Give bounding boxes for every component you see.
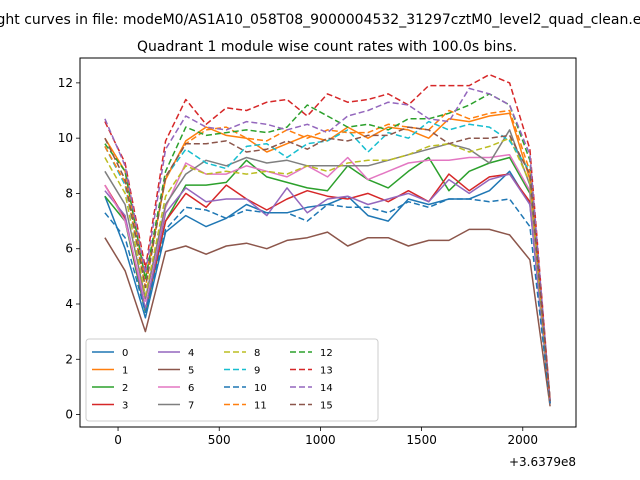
x-tick-label: 1000 — [305, 433, 336, 447]
legend-label-5: 5 — [188, 366, 194, 377]
legend-label-11: 11 — [254, 401, 267, 412]
series-line-0 — [104, 170, 551, 404]
series-line-10 — [104, 198, 551, 404]
y-tick-label: 8 — [65, 186, 73, 200]
series-line-6 — [104, 153, 551, 404]
series-line-3 — [104, 173, 551, 404]
x-tick-label: 0 — [114, 433, 122, 447]
legend-label-13: 13 — [320, 366, 333, 377]
series-line-11 — [104, 109, 551, 401]
y-tick-label: 2 — [65, 352, 73, 366]
y-tick-label: 0 — [65, 408, 73, 422]
x-tick-label: 2000 — [508, 433, 539, 447]
series-line-4 — [104, 173, 551, 404]
legend-label-10: 10 — [254, 383, 267, 394]
legend-label-14: 14 — [320, 383, 333, 394]
legend-label-2: 2 — [122, 383, 128, 394]
y-tick-label: 12 — [58, 76, 73, 90]
legend-label-12: 12 — [320, 348, 333, 359]
x-tick-label: 1500 — [406, 433, 437, 447]
legend-box — [85, 338, 379, 422]
series-line-13 — [104, 73, 551, 401]
legend-label-4: 4 — [188, 348, 194, 359]
chart-title: Quadrant 1 module wise count rates with … — [137, 39, 517, 55]
series-line-12 — [104, 93, 551, 401]
series-line-7 — [104, 129, 551, 404]
legend-label-15: 15 — [320, 401, 333, 412]
series-line-15 — [104, 126, 551, 401]
y-tick-label: 6 — [65, 242, 73, 256]
series-line-8 — [104, 137, 551, 404]
y-tick-label: 4 — [65, 297, 73, 311]
legend-label-9: 9 — [254, 366, 260, 377]
figure-suptitle: Light curves in file: modeM0/AS1A10_058T… — [0, 12, 640, 28]
x-offset-label: +3.6379e8 — [509, 455, 576, 469]
legend-label-8: 8 — [254, 348, 260, 359]
x-tick-label: 500 — [208, 433, 231, 447]
axes-frame — [79, 57, 577, 428]
series-line-5 — [104, 228, 551, 407]
legend-label-0: 0 — [122, 348, 128, 359]
legend-label-1: 1 — [122, 366, 128, 377]
y-tick-label: 10 — [58, 131, 73, 145]
series-lines — [104, 73, 551, 407]
series-line-9 — [104, 120, 551, 401]
legend-label-7: 7 — [188, 401, 194, 412]
legend-label-6: 6 — [188, 383, 194, 394]
legend-label-3: 3 — [122, 401, 128, 412]
